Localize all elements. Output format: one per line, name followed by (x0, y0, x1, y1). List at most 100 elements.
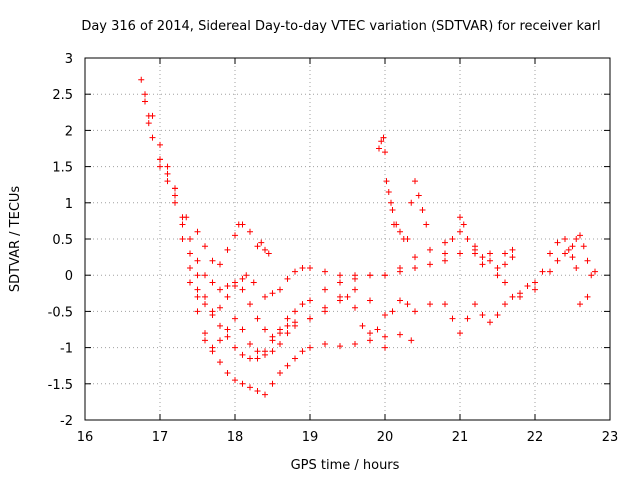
data-point (408, 337, 415, 344)
y-tick-labels: -2 -1.5 -1 -0.5 0 0.5 1 1.5 2 2.5 3 (48, 52, 73, 429)
data-point (322, 268, 328, 275)
data-point (202, 243, 208, 250)
data-point (404, 301, 411, 308)
data-point (299, 301, 306, 308)
data-point (412, 254, 418, 261)
data-point (232, 344, 238, 351)
data-point (588, 272, 595, 279)
data-point (239, 275, 246, 282)
data-point (337, 297, 343, 304)
data-point (547, 250, 553, 257)
data-point (224, 369, 231, 376)
data-point (247, 355, 253, 362)
data-point (202, 330, 208, 337)
data-point (209, 257, 216, 264)
data-point (457, 228, 463, 235)
x-tick-labels: 16 17 18 19 20 21 22 23 (77, 430, 619, 445)
data-point (254, 315, 261, 322)
series-track-c (145, 112, 508, 300)
data-point (502, 279, 508, 286)
data-point (367, 272, 373, 279)
data-point (382, 272, 388, 279)
data-point (247, 340, 253, 347)
data-point (254, 388, 261, 395)
data-point (145, 120, 152, 127)
data-point (202, 337, 208, 344)
data-point (269, 348, 276, 355)
series-track-h (442, 214, 516, 271)
data-point (277, 369, 283, 376)
data-point (479, 261, 486, 268)
data-point (307, 297, 313, 304)
data-point (532, 286, 538, 293)
data-point (408, 199, 415, 206)
data-point (494, 264, 501, 271)
data-point (254, 348, 261, 355)
data-point (376, 145, 382, 152)
data-point (232, 283, 238, 290)
data-point (149, 134, 156, 141)
data-point (262, 246, 268, 253)
data-point (194, 228, 201, 235)
data-point (427, 246, 433, 253)
data-point (269, 290, 276, 297)
data-point (187, 236, 193, 242)
data-point (217, 359, 223, 366)
data-point (172, 199, 178, 206)
data-point (247, 301, 253, 308)
data-point (352, 286, 358, 293)
data-point (584, 257, 591, 264)
data-point (247, 384, 253, 391)
data-point (187, 279, 193, 286)
data-point (292, 308, 298, 315)
data-point (179, 221, 186, 228)
data-point (142, 91, 148, 98)
y-tick-label: 0.5 (52, 233, 73, 248)
data-point (164, 178, 171, 185)
data-point (524, 283, 531, 290)
y-tick-label: 2.5 (52, 88, 73, 103)
y-tick-label: -1.5 (48, 378, 73, 393)
data-point (232, 377, 238, 384)
x-tick-label: 17 (152, 430, 169, 445)
data-point (337, 272, 343, 279)
data-point (539, 268, 546, 275)
data-point (254, 243, 261, 250)
chart-title: Day 316 of 2014, Sidereal Day-to-day VTE… (81, 19, 600, 34)
y-axis-label: SDTVAR / TECUs (8, 186, 23, 293)
data-point (573, 264, 580, 271)
data-point (577, 301, 583, 308)
data-point (397, 228, 403, 235)
data-point (277, 286, 283, 293)
data-point (262, 326, 268, 333)
data-point (183, 214, 190, 221)
data-point (509, 254, 516, 261)
x-axis-label: GPS time / hours (291, 458, 400, 473)
data-point (284, 330, 291, 337)
data-point (502, 301, 508, 308)
y-tick-label: 2 (65, 124, 73, 139)
data-point (239, 351, 246, 358)
data-point (284, 322, 291, 329)
x-tick-label: 19 (302, 430, 319, 445)
data-point (239, 380, 246, 387)
data-point (397, 297, 403, 304)
data-point (378, 138, 385, 145)
y-tick-label: 1 (65, 197, 73, 212)
data-point (217, 261, 223, 268)
data-point (388, 199, 394, 206)
data-point (254, 355, 261, 362)
data-point (262, 293, 268, 300)
y-tick-label: -2 (60, 414, 73, 429)
data-point (464, 236, 471, 242)
data-point (232, 232, 238, 239)
data-point (509, 293, 516, 300)
data-point (299, 264, 306, 271)
data-point (232, 315, 238, 322)
data-point (423, 221, 430, 228)
data-point (202, 301, 208, 308)
data-point (472, 301, 478, 308)
data-point (292, 322, 298, 329)
data-point (307, 344, 313, 351)
